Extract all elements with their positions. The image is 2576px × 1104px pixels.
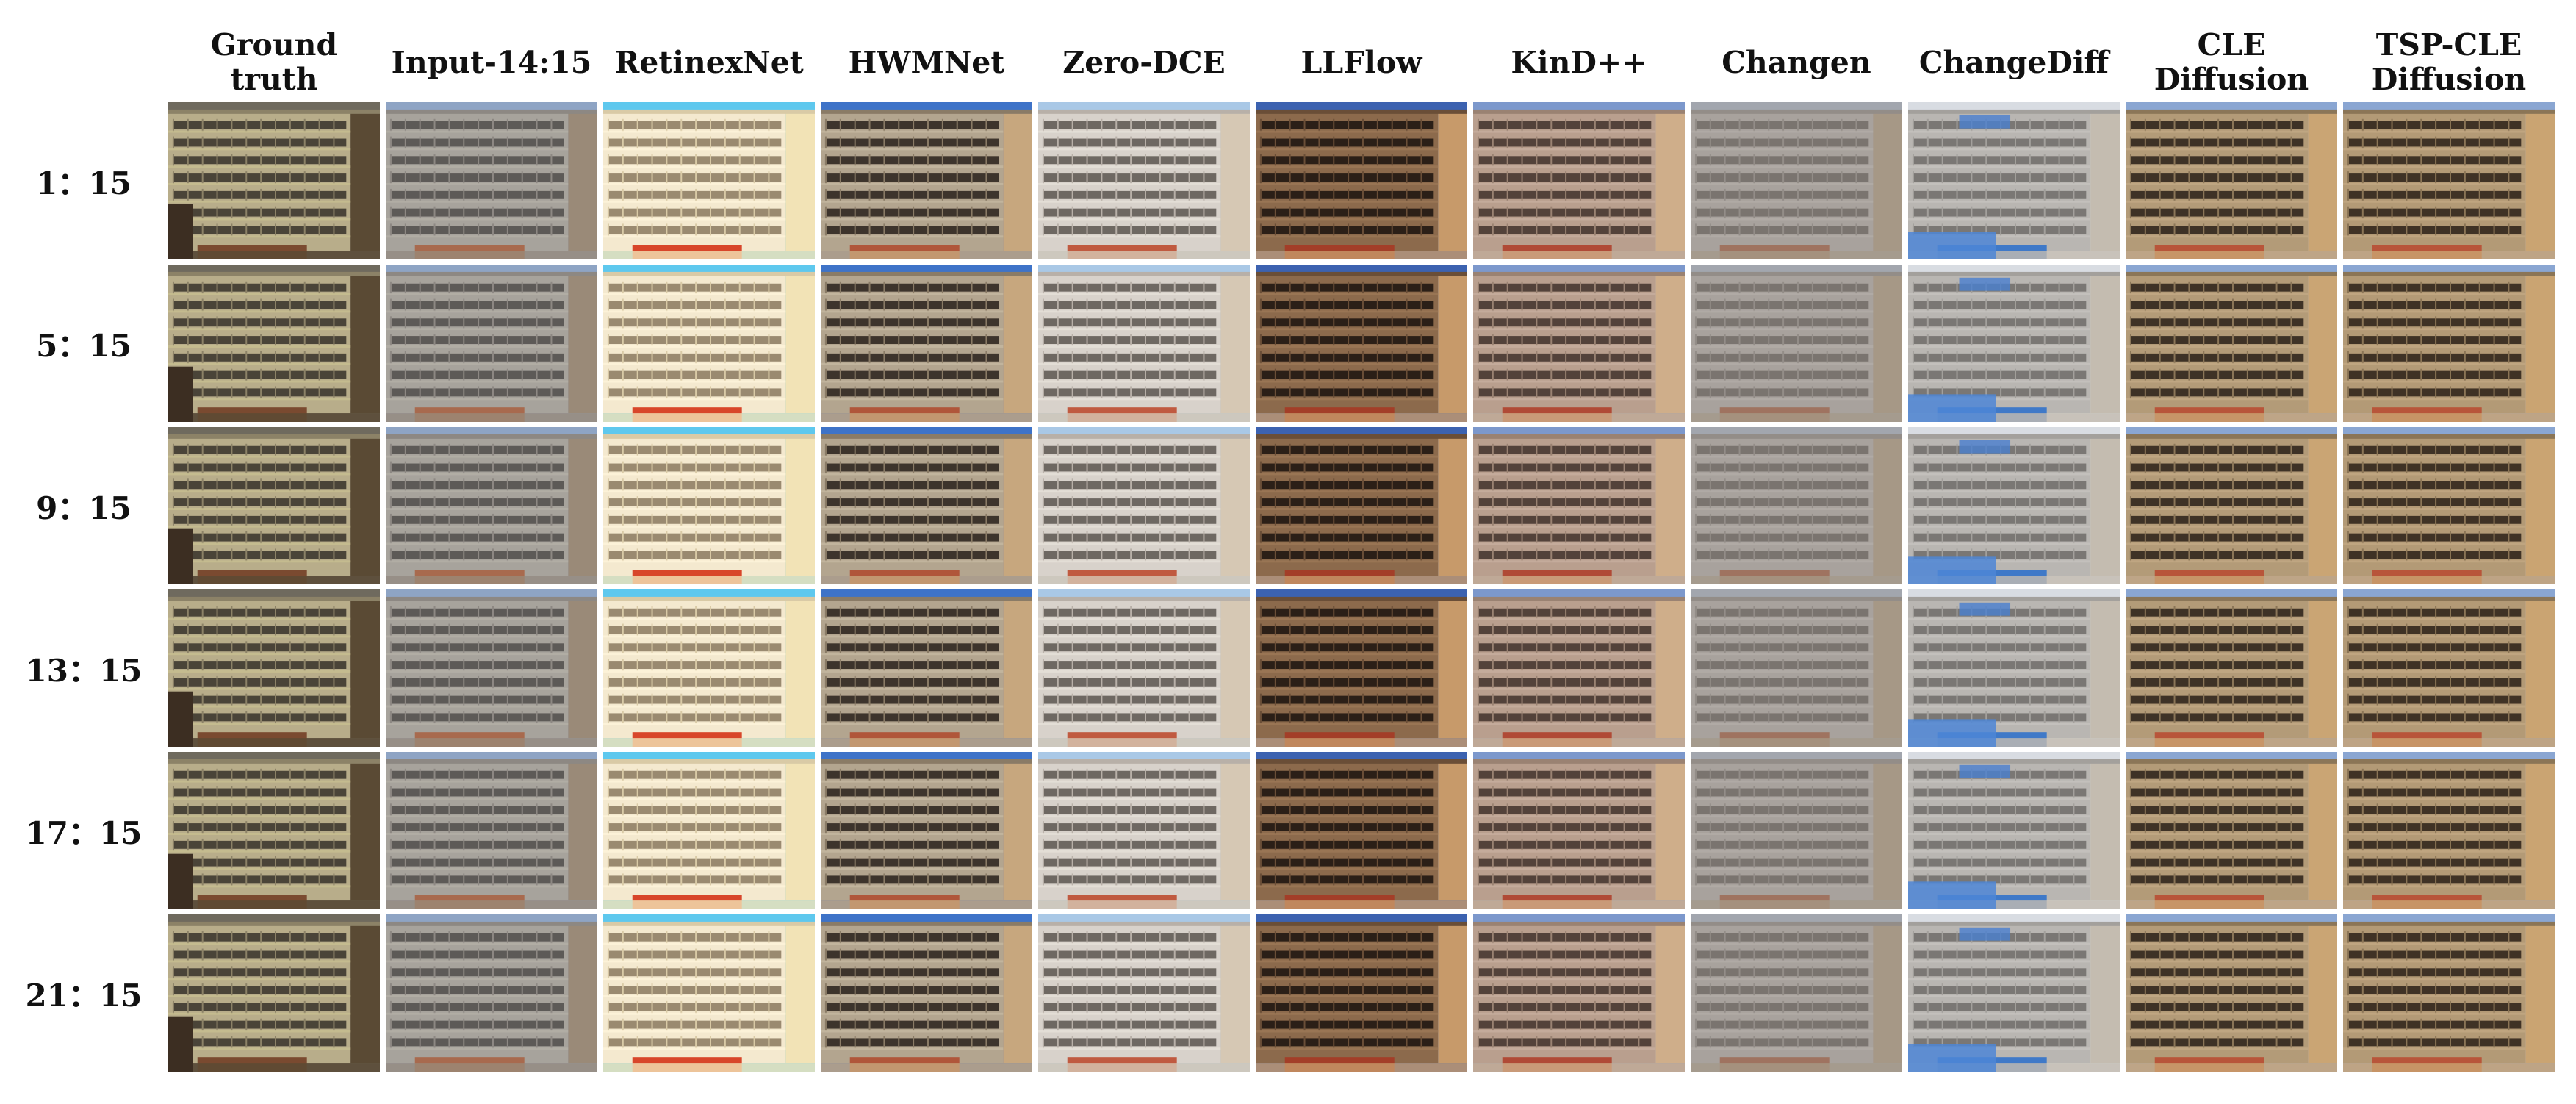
result-image <box>1690 914 1903 1072</box>
column-header: ChangeDiff <box>1918 44 2109 80</box>
row-label: 13：15 <box>25 652 143 689</box>
result-image <box>1907 264 2120 423</box>
result-image <box>1255 426 1468 585</box>
result-image <box>1255 751 1468 910</box>
result-image <box>2125 914 2338 1072</box>
result-image <box>1037 101 1251 260</box>
result-image <box>602 914 816 1072</box>
result-image <box>385 101 598 260</box>
result-image <box>168 264 381 423</box>
result-image <box>1907 426 2120 585</box>
column-header: LLFlow <box>1300 44 1422 80</box>
row-label: 5：15 <box>36 327 132 364</box>
result-image <box>820 751 1033 910</box>
result-image <box>820 264 1033 423</box>
result-image <box>2125 101 2338 260</box>
result-image <box>168 914 381 1072</box>
column-header: KinD++ <box>1511 44 1647 80</box>
result-image <box>385 589 598 748</box>
result-image <box>820 101 1033 260</box>
column-header: Input-14:15 <box>391 44 592 80</box>
result-image <box>1255 914 1468 1072</box>
column-header: Ground truth <box>210 27 338 97</box>
result-image <box>1472 589 1685 748</box>
result-image <box>1907 589 2120 748</box>
result-image <box>2125 426 2338 585</box>
row-label: 9：15 <box>36 490 132 526</box>
result-image <box>602 589 816 748</box>
result-image <box>385 751 598 910</box>
result-image <box>168 101 381 260</box>
result-image <box>1907 751 2120 910</box>
column-header: CLE Diffusion <box>2154 27 2309 97</box>
result-image <box>2125 264 2338 423</box>
result-image <box>1907 914 2120 1072</box>
result-image <box>2342 101 2555 260</box>
result-image <box>1690 426 1903 585</box>
result-image <box>168 589 381 748</box>
result-image <box>1472 914 1685 1072</box>
column-header: TSP-CLE Diffusion <box>2371 27 2527 97</box>
result-image <box>1690 264 1903 423</box>
result-image <box>385 426 598 585</box>
row-label: 21：15 <box>25 977 143 1014</box>
result-image <box>2342 914 2555 1072</box>
result-image <box>820 914 1033 1072</box>
result-image <box>1472 751 1685 910</box>
result-image <box>385 914 598 1072</box>
result-image <box>1037 914 1251 1072</box>
result-image <box>1037 426 1251 585</box>
result-image <box>385 264 598 423</box>
result-image <box>820 426 1033 585</box>
result-image <box>168 751 381 910</box>
result-image <box>602 264 816 423</box>
column-header: Changen <box>1721 44 1871 80</box>
result-image <box>2125 589 2338 748</box>
result-image <box>2342 589 2555 748</box>
result-image <box>1037 751 1251 910</box>
result-image <box>1690 101 1903 260</box>
result-image <box>1472 426 1685 585</box>
result-image <box>602 426 816 585</box>
result-image <box>1255 589 1468 748</box>
result-image <box>602 101 816 260</box>
result-image <box>1037 264 1251 423</box>
result-image <box>1690 751 1903 910</box>
result-image <box>1907 101 2120 260</box>
result-image <box>1255 101 1468 260</box>
result-image <box>2342 751 2555 910</box>
result-image <box>2342 426 2555 585</box>
row-label: 1：15 <box>36 165 132 201</box>
column-header: HWMNet <box>848 44 1005 80</box>
row-label: 17：15 <box>25 814 143 851</box>
result-image <box>1690 589 1903 748</box>
result-image <box>1472 264 1685 423</box>
result-image <box>1037 589 1251 748</box>
result-image <box>2125 751 2338 910</box>
column-header: Zero-DCE <box>1062 44 1226 80</box>
result-image <box>1472 101 1685 260</box>
result-image <box>820 589 1033 748</box>
result-image <box>2342 264 2555 423</box>
result-image <box>1255 264 1468 423</box>
result-image <box>168 426 381 585</box>
column-header: RetinexNet <box>614 44 804 80</box>
result-image <box>602 751 816 910</box>
